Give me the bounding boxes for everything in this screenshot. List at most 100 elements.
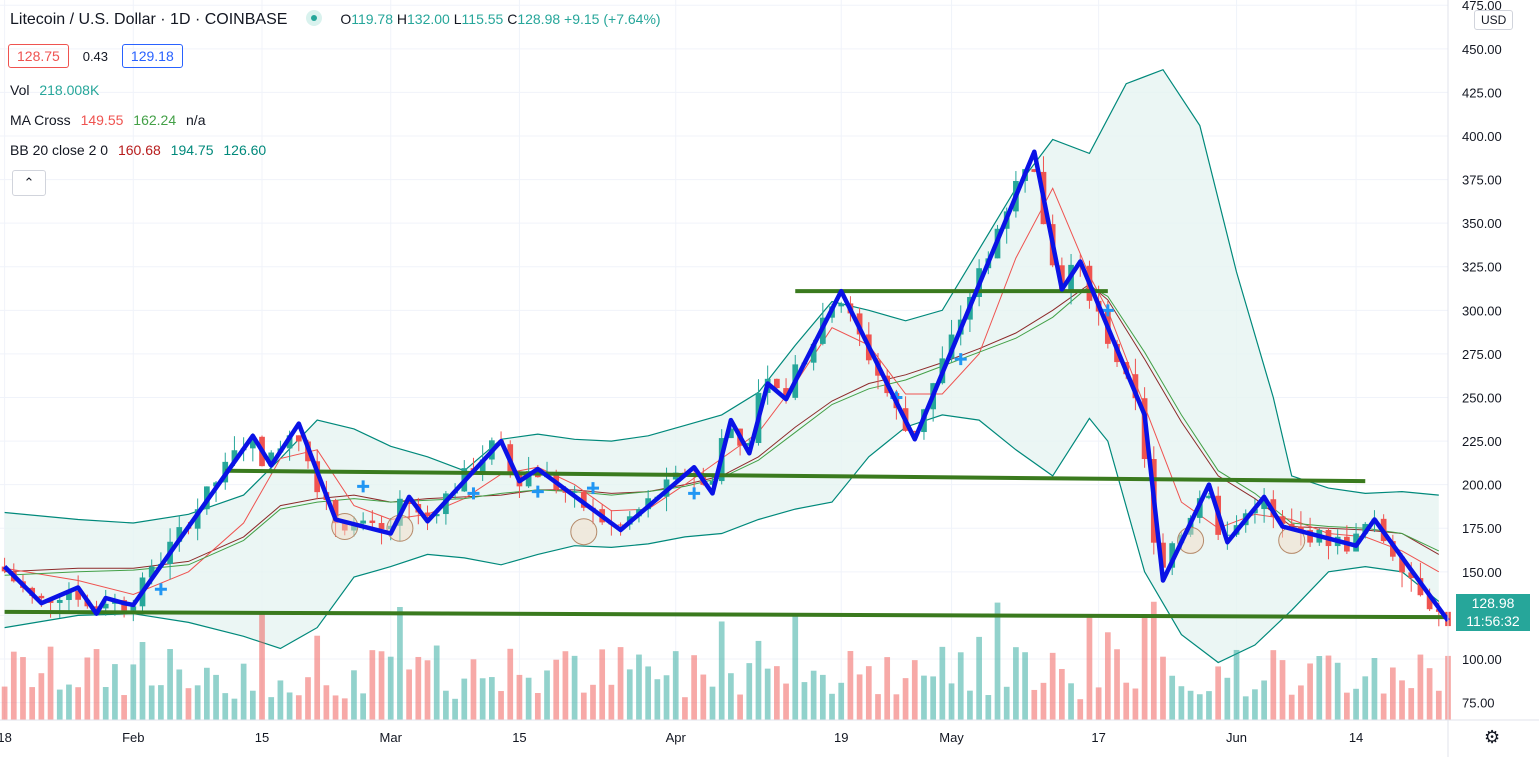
volume-bar xyxy=(553,659,560,720)
volume-bar xyxy=(204,667,210,720)
change-value: +9.15 (+7.64%) xyxy=(564,11,661,27)
volume-bar xyxy=(286,692,293,720)
price-tick-label: 100.00 xyxy=(1462,652,1502,667)
time-axis[interactable]: 18 Feb 15 Mar 15 Apr 19 May 17 Jun 14 xyxy=(0,730,1363,745)
volume-bar xyxy=(902,678,909,720)
volume-bar xyxy=(1003,686,1010,720)
price-axis[interactable]: 75.00100.00125.00150.00175.00200.00225.0… xyxy=(1462,0,1502,711)
volume-bar xyxy=(691,655,697,720)
gear-icon[interactable]: ⚙ xyxy=(1484,727,1501,747)
candle-body xyxy=(1160,542,1166,568)
volume-bar xyxy=(461,678,468,720)
volume-bar xyxy=(1196,694,1203,720)
time-tick-label: Apr xyxy=(666,730,687,745)
high-label: H xyxy=(396,11,408,27)
candle-body xyxy=(102,603,109,609)
buy-price-button[interactable]: 129.18 xyxy=(121,44,183,68)
candle-body xyxy=(571,491,578,493)
candle-body xyxy=(911,430,918,433)
low-label: L xyxy=(453,11,462,27)
indicator-bollinger[interactable]: BB 20 close 2 0 160.68 194.75 126.60 xyxy=(10,142,266,158)
volume-bar xyxy=(626,669,633,720)
candle-body xyxy=(369,520,376,524)
volume-bar xyxy=(1169,675,1176,720)
volume-bar xyxy=(1435,690,1442,720)
ma-slow-line xyxy=(4,285,1440,576)
moving-averages xyxy=(4,187,1440,596)
plus-marker xyxy=(467,487,480,500)
last-price-value: 128.98 xyxy=(1471,595,1515,611)
volume-bar xyxy=(976,636,982,720)
time-tick-label: 15 xyxy=(255,730,269,745)
volume-bar xyxy=(728,673,734,720)
volume-bar xyxy=(314,635,321,720)
symbol-title[interactable]: Litecoin / U.S. Dollar · 1D · COINBASE xyxy=(10,11,288,28)
volume-bar xyxy=(516,674,523,720)
indicator-ma-cross[interactable]: MA Cross 149.55 162.24 n/a xyxy=(10,112,205,128)
indicator-volume[interactable]: Vol 218.008K xyxy=(10,82,99,98)
candle-body xyxy=(75,590,81,600)
price-tick-label: 400.00 xyxy=(1462,129,1502,144)
candle-body xyxy=(433,514,440,517)
volume-bar xyxy=(718,621,725,720)
price-tick-label: 275.00 xyxy=(1462,347,1502,362)
candle-body xyxy=(249,436,256,449)
ma-fast-line xyxy=(4,187,1440,596)
volume-bar xyxy=(167,649,173,720)
indicator-ma-fast-value: 149.55 xyxy=(80,112,124,128)
volume-bar xyxy=(194,685,201,720)
volume-bar xyxy=(617,647,624,720)
volume-bar xyxy=(967,690,973,720)
volume-bar xyxy=(1068,683,1074,720)
candle-body xyxy=(1426,595,1433,610)
candle-body xyxy=(617,524,624,526)
volume-bar xyxy=(1114,649,1120,720)
candle-body xyxy=(93,606,100,609)
indicator-bb-mid-value: 160.68 xyxy=(117,142,161,158)
volume-bar xyxy=(1160,656,1166,720)
volume-bar xyxy=(1123,682,1130,720)
volume-bar xyxy=(424,660,431,720)
highlight-circle xyxy=(570,518,598,546)
volume-bar xyxy=(755,640,762,720)
volume-bar xyxy=(1399,680,1405,720)
volume-bar xyxy=(1380,693,1387,720)
volume-bar xyxy=(305,677,311,720)
volume-bar xyxy=(341,698,348,720)
volume-bar xyxy=(663,675,670,720)
volume-bar xyxy=(268,697,275,720)
volume-bar xyxy=(84,657,91,720)
candle-body xyxy=(194,509,201,529)
close-value: 128.98 xyxy=(517,11,561,27)
volume-bar xyxy=(608,684,615,720)
volume-bar xyxy=(102,687,109,720)
volume-bar xyxy=(56,689,63,720)
market-status-icon xyxy=(305,10,322,26)
sell-price-button[interactable]: 128.75 xyxy=(8,44,69,68)
volume-bar xyxy=(847,651,854,720)
volume-bar xyxy=(222,693,229,720)
candle-body xyxy=(130,606,137,611)
spread-value: 0.43 xyxy=(82,49,109,64)
time-tick-label: Jun xyxy=(1226,730,1247,745)
close-label: C xyxy=(507,11,518,27)
volume-bar xyxy=(387,656,394,720)
volume-bar xyxy=(1031,689,1038,720)
time-tick-label: 19 xyxy=(834,730,848,745)
collapse-indicators-button[interactable]: ⌃ xyxy=(12,170,46,196)
currency-label[interactable]: USD xyxy=(1474,10,1514,30)
candle-body xyxy=(268,452,275,467)
plus-marker xyxy=(688,487,701,500)
volume-bar xyxy=(1187,690,1194,720)
plus-marker xyxy=(1101,304,1114,317)
volume-bar xyxy=(1426,668,1433,720)
candle-body xyxy=(66,590,72,601)
volume-bar xyxy=(498,691,504,720)
volume-bar xyxy=(240,663,247,720)
time-tick-label: 14 xyxy=(1349,730,1363,745)
volume-bar xyxy=(1224,677,1231,720)
price-tick-label: 225.00 xyxy=(1462,434,1502,449)
candle-body xyxy=(1298,526,1304,531)
volume-bar xyxy=(801,682,808,720)
